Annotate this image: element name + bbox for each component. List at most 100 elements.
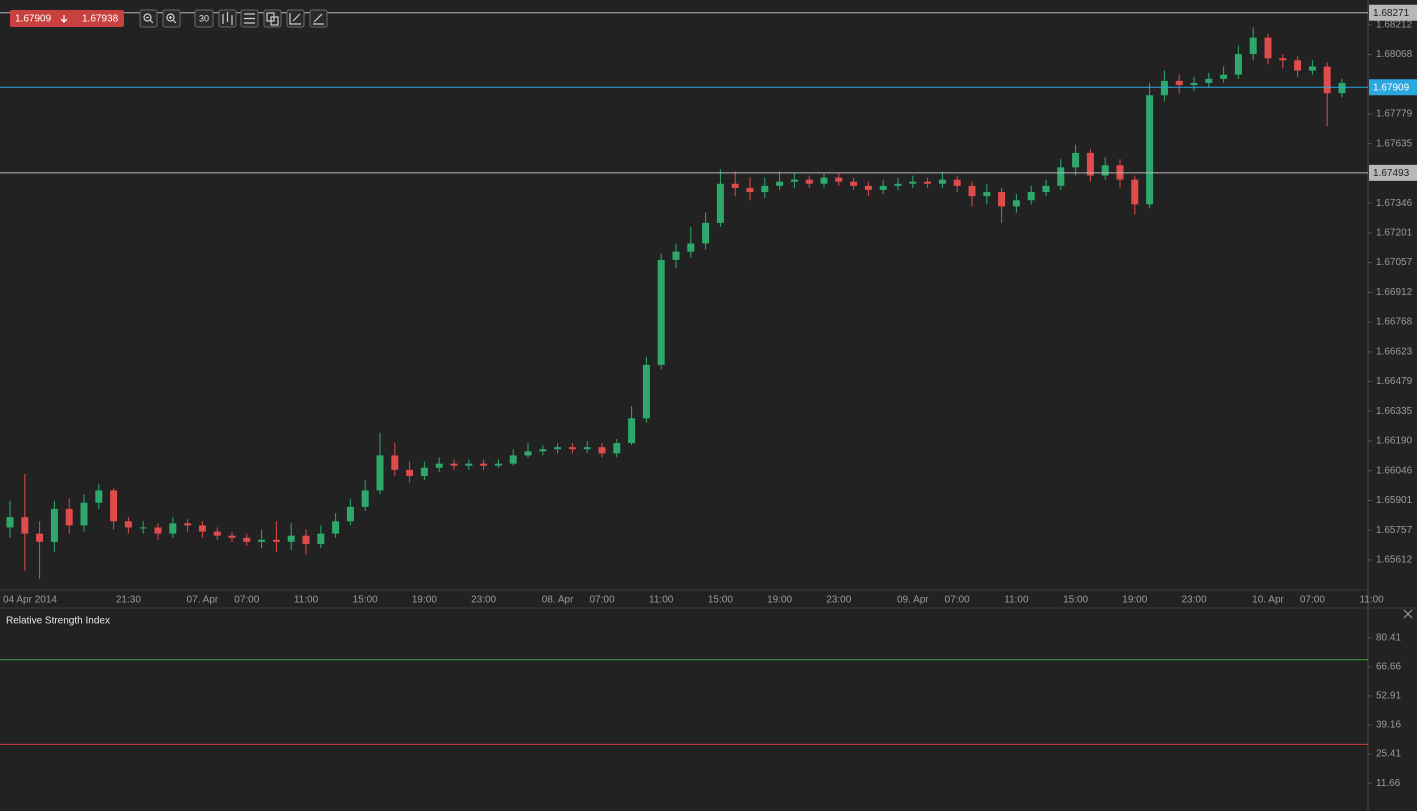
candle-body	[953, 179, 961, 186]
x-tick-label: 19:00	[1122, 595, 1147, 606]
x-tick-label: 11:00	[1359, 595, 1384, 606]
candle-body	[154, 527, 162, 534]
x-tick-label: 11:00	[1004, 595, 1029, 606]
candle-body	[1027, 192, 1035, 201]
y-tick-label: 1.66335	[1376, 406, 1413, 417]
price-label-box	[1369, 4, 1417, 21]
candle-body	[420, 467, 428, 476]
candle-body	[983, 192, 991, 197]
candle-body	[687, 243, 695, 252]
x-tick-label: 23:00	[1181, 595, 1206, 606]
candle-body	[406, 469, 414, 476]
candle-body	[524, 451, 532, 456]
timeframe-button[interactable]: 30	[194, 9, 214, 28]
candle-body	[1294, 60, 1302, 71]
chart-type-button[interactable]	[218, 9, 237, 28]
candle-body	[554, 447, 562, 450]
candle-body	[1205, 78, 1213, 83]
candle-body	[376, 455, 384, 491]
candle-body	[465, 463, 473, 466]
candle-body	[1131, 179, 1139, 205]
candle-body	[480, 463, 488, 466]
candle-body	[1101, 165, 1109, 176]
candle-body	[1323, 66, 1331, 94]
candle-body	[672, 251, 680, 260]
indicator-title: Relative Strength Index	[6, 616, 110, 627]
candle-body	[776, 181, 784, 186]
candle-body	[21, 517, 29, 534]
candle-body	[287, 535, 295, 542]
candle-body	[1190, 82, 1198, 85]
candle-body	[1072, 152, 1080, 168]
x-tick-label: 07:00	[589, 595, 614, 606]
zoom-in-button[interactable]	[162, 9, 181, 28]
y-tick-label: 1.68212	[1376, 20, 1413, 31]
y-tick-label: 1.67779	[1376, 109, 1413, 120]
candle-body	[50, 508, 58, 542]
candle-body	[450, 463, 458, 466]
candle-body	[80, 502, 88, 526]
candle-body	[494, 463, 502, 466]
rsi-pane: 80.41 66.66 52.91 39.16 25.41 11.66	[0, 632, 1401, 789]
candle-body	[1042, 185, 1050, 193]
candle-body	[657, 259, 665, 365]
x-tick-label: 15:00	[708, 595, 733, 606]
x-tick-label: 23:00	[826, 595, 851, 606]
y-tick-label: 1.68068	[1376, 49, 1413, 60]
y-tick-label: 66.66	[1376, 662, 1401, 673]
y-tick-label: 1.67057	[1376, 257, 1413, 268]
zoom-out-button[interactable]	[139, 9, 158, 28]
candle-body	[361, 490, 369, 507]
close-button[interactable]	[1403, 609, 1413, 619]
indicators-button[interactable]	[240, 9, 259, 28]
candle-body	[568, 447, 576, 450]
candle-body	[391, 455, 399, 470]
candle-body	[938, 179, 946, 184]
edit-button[interactable]	[286, 9, 305, 28]
candle-body	[850, 181, 858, 186]
candle-body	[65, 508, 73, 526]
candle-body	[835, 177, 843, 182]
candle-body	[124, 521, 132, 528]
y-tick-label: 1.66190	[1376, 436, 1413, 447]
candle-body	[642, 364, 650, 419]
toolbar: 1.67909 1.67938 30	[10, 9, 328, 28]
candle-body	[613, 443, 621, 454]
candle-body	[702, 222, 710, 244]
candle-body	[332, 521, 340, 534]
x-tick-label: 11:00	[294, 595, 319, 606]
candle-body	[1264, 37, 1272, 59]
copy-button[interactable]	[263, 9, 282, 28]
x-tick-label: 19:00	[412, 595, 437, 606]
y-tick-label: 1.66912	[1376, 287, 1413, 298]
y-tick-label: 1.65757	[1376, 525, 1413, 536]
candle-body	[598, 447, 606, 454]
candle-body	[184, 523, 192, 526]
draw-button[interactable]	[309, 9, 328, 28]
y-tick-label: 1.66768	[1376, 317, 1413, 328]
candle-body	[258, 539, 266, 542]
bid-price: 1.67909	[15, 14, 52, 25]
candle-body	[820, 177, 828, 184]
candle-body	[761, 185, 769, 193]
x-tick-label: 07:00	[234, 595, 259, 606]
candle-body	[1234, 54, 1242, 75]
candle-body	[1249, 37, 1257, 55]
y-tick-label: 1.66046	[1376, 465, 1413, 476]
y-tick-label: 1.66479	[1376, 376, 1413, 387]
candle-body	[6, 517, 14, 528]
quote-box	[10, 10, 124, 27]
x-tick-label: 07:00	[1300, 595, 1325, 606]
candle-body	[909, 181, 917, 184]
x-tick-label: 21:30	[116, 595, 141, 606]
candle-body	[139, 527, 147, 529]
candle-body	[1012, 200, 1020, 207]
price-label-box	[1369, 164, 1417, 181]
y-tick-label: 1.67201	[1376, 228, 1413, 239]
x-tick-label: 19:00	[767, 595, 792, 606]
candle-body	[1175, 80, 1183, 85]
price-label: 1.67493	[1373, 168, 1410, 179]
candle-body	[1338, 82, 1346, 94]
